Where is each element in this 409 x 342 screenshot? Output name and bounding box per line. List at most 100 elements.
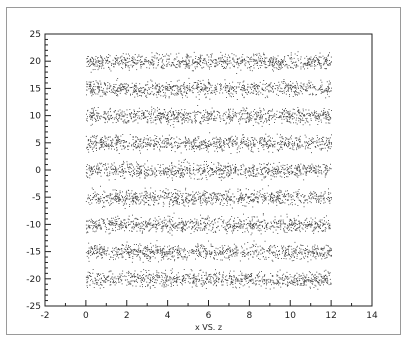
scatter-point bbox=[274, 282, 275, 284]
scatter-point bbox=[229, 275, 231, 277]
scatter-point bbox=[163, 226, 165, 227]
scatter-point bbox=[224, 226, 226, 228]
scatter-point bbox=[235, 245, 237, 247]
scatter-point bbox=[320, 228, 321, 229]
scatter-point bbox=[317, 248, 319, 250]
scatter-point bbox=[282, 251, 284, 252]
scatter-point bbox=[312, 219, 314, 221]
scatter-point bbox=[91, 173, 93, 175]
scatter-point bbox=[153, 278, 154, 280]
scatter-point bbox=[227, 202, 228, 204]
scatter-point bbox=[297, 176, 299, 178]
scatter-point bbox=[155, 249, 157, 251]
scatter-point bbox=[320, 192, 322, 194]
scatter-point bbox=[92, 197, 94, 199]
scatter-point bbox=[276, 197, 278, 198]
scatter-point bbox=[285, 250, 287, 251]
scatter-point bbox=[296, 280, 298, 282]
scatter-point bbox=[297, 167, 298, 169]
scatter-point bbox=[317, 276, 319, 278]
scatter-point bbox=[161, 226, 162, 228]
scatter-point bbox=[96, 172, 98, 174]
scatter-point bbox=[255, 175, 256, 177]
scatter-point bbox=[224, 228, 226, 230]
scatter-point bbox=[157, 246, 159, 247]
scatter-point bbox=[168, 192, 170, 194]
scatter-point bbox=[289, 218, 291, 220]
scatter-point bbox=[196, 219, 198, 221]
scatter-point bbox=[237, 201, 239, 202]
scatter-point bbox=[225, 257, 227, 259]
scatter-point bbox=[264, 195, 265, 197]
scatter-point bbox=[170, 259, 172, 260]
scatter-point bbox=[123, 170, 125, 172]
scatter-point bbox=[218, 141, 219, 143]
scatter-point bbox=[242, 163, 244, 165]
scatter-point bbox=[140, 171, 142, 173]
scatter-point bbox=[209, 175, 211, 177]
scatter-point bbox=[170, 281, 172, 283]
scatter-point bbox=[239, 287, 241, 289]
scatter-point bbox=[253, 216, 255, 218]
scatter-point bbox=[320, 248, 322, 250]
scatter-point bbox=[172, 174, 173, 175]
scatter-point bbox=[328, 225, 330, 227]
scatter-point bbox=[261, 278, 263, 280]
scatter-point bbox=[223, 172, 225, 174]
scatter-point bbox=[242, 280, 243, 282]
scatter-point bbox=[259, 141, 261, 143]
scatter-point bbox=[203, 195, 205, 197]
scatter-point bbox=[314, 217, 316, 219]
scatter-point bbox=[221, 199, 222, 200]
scatter-point bbox=[147, 173, 149, 174]
scatter-point bbox=[162, 229, 164, 231]
scatter-point bbox=[141, 199, 143, 201]
scatter-point bbox=[184, 249, 186, 251]
scatter-point bbox=[208, 282, 210, 283]
scatter-point bbox=[192, 275, 194, 277]
scatter-point bbox=[240, 278, 242, 280]
scatter-point bbox=[217, 168, 219, 170]
scatter-point bbox=[217, 248, 219, 250]
scatter-point bbox=[208, 196, 210, 198]
scatter-point bbox=[85, 224, 87, 226]
scatter-point bbox=[115, 281, 116, 283]
scatter-point bbox=[170, 269, 172, 271]
scatter-point bbox=[208, 171, 209, 172]
scatter-point bbox=[296, 137, 298, 139]
scatter-point bbox=[155, 219, 157, 221]
scatter-point bbox=[126, 171, 127, 173]
scatter-point bbox=[147, 200, 149, 201]
scatter-point bbox=[140, 201, 142, 203]
scatter-point bbox=[224, 245, 226, 246]
scatter-point bbox=[197, 199, 199, 200]
scatter-point bbox=[173, 197, 175, 199]
scatter-point bbox=[107, 223, 109, 224]
scatter-point bbox=[290, 227, 292, 228]
scatter-point bbox=[228, 248, 229, 250]
scatter-point bbox=[107, 249, 109, 251]
scatter-point bbox=[170, 199, 172, 201]
scatter-point bbox=[169, 218, 171, 220]
scatter-point bbox=[186, 227, 188, 229]
scatter-point bbox=[311, 192, 313, 194]
scatter-point bbox=[100, 218, 102, 220]
scatter-point bbox=[171, 150, 172, 151]
scatter-point bbox=[133, 142, 135, 144]
scatter-point bbox=[316, 193, 317, 195]
scatter-point bbox=[262, 281, 263, 283]
scatter-point bbox=[122, 175, 124, 177]
scatter-point bbox=[169, 229, 171, 231]
scatter-point bbox=[193, 151, 195, 152]
scatter-point bbox=[94, 231, 96, 233]
scatter-point bbox=[330, 248, 332, 249]
scatter-point bbox=[173, 250, 175, 252]
scatter-point bbox=[320, 249, 322, 250]
scatter-point bbox=[265, 176, 266, 178]
scatter-point bbox=[316, 201, 317, 203]
scatter-point bbox=[200, 227, 202, 229]
scatter-point bbox=[187, 140, 189, 142]
scatter-point bbox=[229, 198, 231, 199]
scatter-point bbox=[261, 194, 263, 195]
scatter-point bbox=[128, 190, 130, 191]
